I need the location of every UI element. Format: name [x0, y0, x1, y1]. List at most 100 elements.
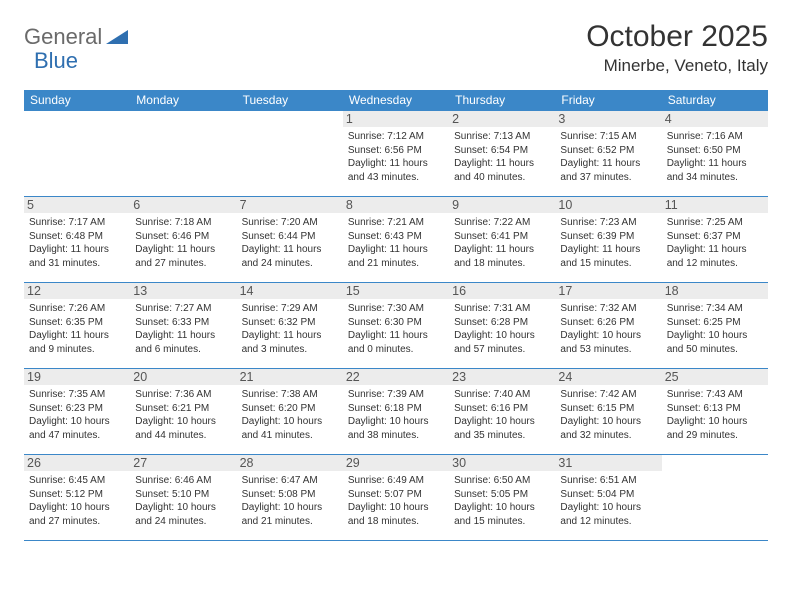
day-info: Sunrise: 7:20 AMSunset: 6:44 PMDaylight:… [242, 216, 338, 270]
day-number: 18 [662, 283, 768, 299]
day-number: 31 [555, 455, 661, 471]
day-info: Sunrise: 7:43 AMSunset: 6:13 PMDaylight:… [667, 388, 763, 442]
day-number: 15 [343, 283, 449, 299]
day-number: 4 [662, 111, 768, 127]
day-number: 12 [24, 283, 130, 299]
day-info: Sunrise: 7:22 AMSunset: 6:41 PMDaylight:… [454, 216, 550, 270]
calendar-cell: 12 Sunrise: 7:26 AMSunset: 6:35 PMDayligh… [24, 283, 130, 369]
weekday-header: Thursday [449, 90, 555, 111]
day-info: Sunrise: 7:36 AMSunset: 6:21 PMDaylight:… [135, 388, 231, 442]
day-number: 30 [449, 455, 555, 471]
calendar-cell: 24Sunrise: 7:42 AMSunset: 6:15 PMDayligh… [555, 369, 661, 455]
day-info: Sunrise: 7:12 AMSunset: 6:56 PMDaylight:… [348, 130, 444, 184]
day-info: Sunrise: 7:18 AMSunset: 6:46 PMDaylight:… [135, 216, 231, 270]
calendar-cell-empty [130, 111, 236, 197]
logo-text-general: General [24, 24, 102, 50]
calendar-cell: 17Sunrise: 7:32 AMSunset: 6:26 PMDayligh… [555, 283, 661, 369]
calendar-cell: 14 Sunrise: 7:29 AMSunset: 6:32 PMDayligh… [237, 283, 343, 369]
calendar-row: 19 Sunrise: 7:35 AMSunset: 6:23 PMDayligh… [24, 369, 768, 455]
day-info: Sunrise: 7:40 AMSunset: 6:16 PMDaylight:… [454, 388, 550, 442]
calendar-cell: 22Sunrise: 7:39 AMSunset: 6:18 PMDayligh… [343, 369, 449, 455]
weekday-header: Friday [555, 90, 661, 111]
weekday-header: Wednesday [343, 90, 449, 111]
calendar-cell: 8 Sunrise: 7:21 AMSunset: 6:43 PMDaylight… [343, 197, 449, 283]
weekday-header: Monday [130, 90, 236, 111]
calendar-cell: 16 Sunrise: 7:31 AMSunset: 6:28 PMDayligh… [449, 283, 555, 369]
calendar-table: SundayMondayTuesdayWednesdayThursdayFrid… [24, 90, 768, 541]
logo-line2: Blue [34, 48, 78, 74]
calendar-cell: 25 Sunrise: 7:43 AMSunset: 6:13 PMDayligh… [662, 369, 768, 455]
day-info: Sunrise: 7:35 AMSunset: 6:23 PMDaylight:… [29, 388, 125, 442]
calendar-cell: 15 Sunrise: 7:30 AMSunset: 6:30 PMDayligh… [343, 283, 449, 369]
day-info: Sunrise: 7:38 AMSunset: 6:20 PMDaylight:… [242, 388, 338, 442]
day-info: Sunrise: 7:30 AMSunset: 6:30 PMDaylight:… [348, 302, 444, 356]
weekday-header: Saturday [662, 90, 768, 111]
day-info: Sunrise: 7:27 AMSunset: 6:33 PMDaylight:… [135, 302, 231, 356]
day-number: 10 [555, 197, 661, 213]
day-number: 20 [130, 369, 236, 385]
calendar-cell: 5 Sunrise: 7:17 AMSunset: 6:48 PMDaylight… [24, 197, 130, 283]
day-number: 19 [24, 369, 130, 385]
day-info: Sunrise: 7:26 AMSunset: 6:35 PMDaylight:… [29, 302, 125, 356]
calendar-cell-empty [662, 455, 768, 541]
day-number: 23 [449, 369, 555, 385]
day-info: Sunrise: 7:21 AMSunset: 6:43 PMDaylight:… [348, 216, 444, 270]
title-block: October 2025 Minerbe, Veneto, Italy [586, 20, 768, 76]
day-number: 14 [237, 283, 343, 299]
day-info: Sunrise: 7:39 AMSunset: 6:18 PMDaylight:… [348, 388, 444, 442]
day-info: Sunrise: 7:34 AMSunset: 6:25 PMDaylight:… [667, 302, 763, 356]
day-number: 7 [237, 197, 343, 213]
calendar-row: 12 Sunrise: 7:26 AMSunset: 6:35 PMDayligh… [24, 283, 768, 369]
calendar-cell: 3 Sunrise: 7:15 AMSunset: 6:52 PMDaylight… [555, 111, 661, 197]
day-number: 25 [662, 369, 768, 385]
calendar-cell: 9 Sunrise: 7:22 AMSunset: 6:41 PMDaylight… [449, 197, 555, 283]
day-info: Sunrise: 6:47 AMSunset: 5:08 PMDaylight:… [242, 474, 338, 528]
calendar-cell: 18 Sunrise: 7:34 AMSunset: 6:25 PMDayligh… [662, 283, 768, 369]
day-number: 21 [237, 369, 343, 385]
calendar-cell: 21 Sunrise: 7:38 AMSunset: 6:20 PMDayligh… [237, 369, 343, 455]
day-info: Sunrise: 7:42 AMSunset: 6:15 PMDaylight:… [560, 388, 656, 442]
day-number: 28 [237, 455, 343, 471]
day-info: Sunrise: 7:15 AMSunset: 6:52 PMDaylight:… [560, 130, 656, 184]
day-info: Sunrise: 6:45 AMSunset: 5:12 PMDaylight:… [29, 474, 125, 528]
month-title: October 2025 [586, 20, 768, 54]
calendar-cell: 13 Sunrise: 7:27 AMSunset: 6:33 PMDayligh… [130, 283, 236, 369]
calendar-cell: 30 Sunrise: 6:50 AMSunset: 5:05 PMDayligh… [449, 455, 555, 541]
calendar-cell: 28 Sunrise: 6:47 AMSunset: 5:08 PMDayligh… [237, 455, 343, 541]
day-info: Sunrise: 7:31 AMSunset: 6:28 PMDaylight:… [454, 302, 550, 356]
weekday-header: Tuesday [237, 90, 343, 111]
logo: General [24, 24, 130, 50]
calendar-cell: 4 Sunrise: 7:16 AMSunset: 6:50 PMDaylight… [662, 111, 768, 197]
day-info: Sunrise: 7:16 AMSunset: 6:50 PMDaylight:… [667, 130, 763, 184]
day-number: 3 [555, 111, 661, 127]
day-number: 29 [343, 455, 449, 471]
calendar-cell: 23 Sunrise: 7:40 AMSunset: 6:16 PMDayligh… [449, 369, 555, 455]
day-number: 9 [449, 197, 555, 213]
calendar-cell: 2Sunrise: 7:13 AMSunset: 6:54 PMDaylight… [449, 111, 555, 197]
day-number: 13 [130, 283, 236, 299]
day-info: Sunrise: 6:49 AMSunset: 5:07 PMDaylight:… [348, 474, 444, 528]
day-info: Sunrise: 6:50 AMSunset: 5:05 PMDaylight:… [454, 474, 550, 528]
day-number: 11 [662, 197, 768, 213]
calendar-cell: 29 Sunrise: 6:49 AMSunset: 5:07 PMDayligh… [343, 455, 449, 541]
logo-triangle-icon [106, 26, 128, 49]
calendar-cell-empty [24, 111, 130, 197]
day-info: Sunrise: 7:29 AMSunset: 6:32 PMDaylight:… [242, 302, 338, 356]
day-number: 5 [24, 197, 130, 213]
day-number: 8 [343, 197, 449, 213]
header: General October 2025 Minerbe, Veneto, It… [24, 20, 768, 76]
day-number: 1 [343, 111, 449, 127]
calendar-head: SundayMondayTuesdayWednesdayThursdayFrid… [24, 90, 768, 111]
day-number: 6 [130, 197, 236, 213]
calendar-row: 26Sunrise: 6:45 AMSunset: 5:12 PMDayligh… [24, 455, 768, 541]
calendar-cell: 26Sunrise: 6:45 AMSunset: 5:12 PMDayligh… [24, 455, 130, 541]
day-number: 16 [449, 283, 555, 299]
day-info: Sunrise: 6:51 AMSunset: 5:04 PMDaylight:… [560, 474, 656, 528]
logo-text-blue: Blue [34, 48, 78, 73]
day-info: Sunrise: 7:23 AMSunset: 6:39 PMDaylight:… [560, 216, 656, 270]
calendar-body: 1 Sunrise: 7:12 AMSunset: 6:56 PMDaylight… [24, 111, 768, 541]
calendar-cell: 27Sunrise: 6:46 AMSunset: 5:10 PMDayligh… [130, 455, 236, 541]
calendar-row: 1 Sunrise: 7:12 AMSunset: 6:56 PMDaylight… [24, 111, 768, 197]
day-number: 17 [555, 283, 661, 299]
day-info: Sunrise: 7:17 AMSunset: 6:48 PMDaylight:… [29, 216, 125, 270]
